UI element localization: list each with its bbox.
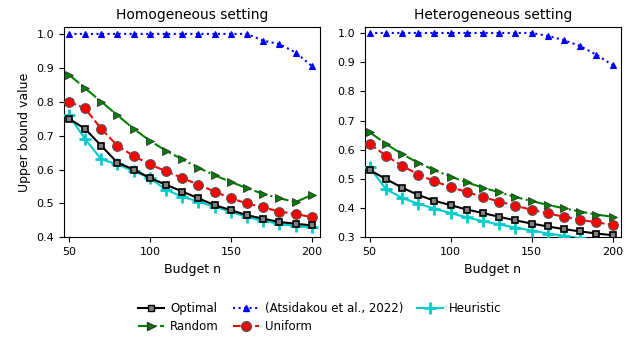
Y-axis label: Upper bound value: Upper bound value — [18, 73, 31, 192]
Legend: Optimal, Random, (Atsidakou et al., 2022), Uniform, Heuristic: Optimal, Random, (Atsidakou et al., 2022… — [138, 302, 502, 333]
Title: Homogeneous setting: Homogeneous setting — [116, 8, 268, 22]
Title: Heterogeneous setting: Heterogeneous setting — [413, 8, 572, 22]
X-axis label: Budget n: Budget n — [163, 263, 221, 276]
X-axis label: Budget n: Budget n — [464, 263, 522, 276]
